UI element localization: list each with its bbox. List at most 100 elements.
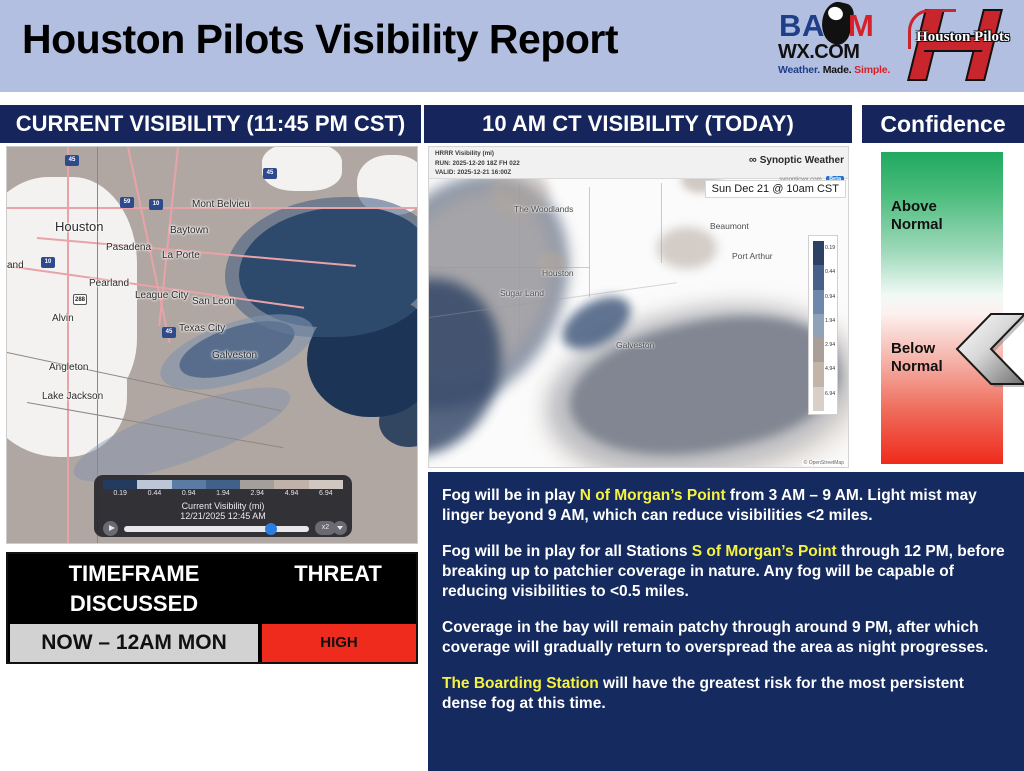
confidence-header: Confidence — [862, 105, 1024, 143]
discussion-text: Fog will be in play for all Stations — [442, 543, 692, 560]
hrrr-colorbar-segment — [813, 289, 824, 314]
colorbar-tick-label: 0.94 — [181, 490, 196, 497]
timeframe-threat-table: TIMEFRAME DISCUSSED THREAT NOW – 12AM MO… — [6, 552, 418, 664]
map-city-label: Galveston — [212, 350, 258, 361]
hrrr-city-label: Galveston — [616, 340, 655, 350]
hrrr-colorbar: 0.19 0.44 0.94 1.94 2.94 4.94 6.94 — [808, 235, 838, 415]
hrrr-colorbar-strip — [813, 241, 824, 411]
map-road-i10 — [7, 207, 417, 209]
threat-column-header: THREAT — [294, 561, 382, 586]
synoptic-brand-name: Synoptic Weather — [759, 155, 844, 166]
tagline-simple: Simple. — [851, 64, 891, 76]
playback-speed-button[interactable]: x2 — [315, 521, 336, 535]
hrrr-valid-info: VALID: 2025-12-21 16:00Z — [435, 169, 512, 176]
hrrr-boundary-3 — [661, 183, 662, 263]
timeframe-header-line2: DISCUSSED — [69, 591, 199, 616]
player-timestamp: 12/21/2025 12:45 AM — [180, 511, 266, 521]
highway-shield-icon: 288 — [73, 294, 87, 305]
hrrr-colorbar-tick-label: 0.44 — [825, 269, 836, 276]
page-title: Houston Pilots Visibility Report — [22, 16, 619, 62]
houston-pilots-text: Houston Pilots — [916, 29, 1010, 45]
bamwx-letter-m: M — [848, 8, 874, 43]
discussion-highlight: The Boarding Station — [442, 675, 599, 692]
highway-shield-icon: 10 — [41, 257, 55, 268]
hrrr-colorbar-segment — [813, 241, 824, 266]
hrrr-colorbar-segment — [813, 362, 824, 387]
bamwx-tagline: Weather. Made. Simple. — [778, 64, 896, 76]
hp-swoosh-icon — [908, 9, 956, 49]
colorbar-tick-label: 6.94 — [319, 490, 333, 497]
table-header-row: TIMEFRAME DISCUSSED THREAT — [8, 554, 416, 622]
highway-shield-icon: 10 — [149, 199, 163, 210]
highway-shield-icon: 45 — [162, 327, 176, 338]
map-city-label: La Porte — [162, 250, 200, 261]
map-road-minor-3 — [97, 147, 98, 543]
highway-shield-icon: 45 — [263, 168, 277, 179]
map-city-label: and — [7, 260, 24, 271]
hrrr-metadata: HRRR Visibility (mi) RUN: 2025-12-20 18Z… — [435, 149, 520, 178]
colorbar-tick-label: 0.19 — [113, 490, 127, 497]
map-city-label: Houston — [55, 219, 104, 234]
above-line1: Above — [891, 198, 937, 215]
tagline-weather: Weather. — [778, 64, 820, 76]
hrrr-boundary-4 — [519, 183, 520, 343]
hrrr-colorbar-labels: 0.19 0.44 0.94 1.94 2.94 4.94 6.94 — [825, 241, 839, 411]
highway-shield-icon: 59 — [120, 197, 134, 208]
discussion-text: from 3 AM – 9 AM. Light mist may linger … — [442, 487, 977, 524]
map-road-i45 — [67, 147, 69, 543]
play-icon[interactable] — [103, 521, 118, 536]
timeframe-value-cell: NOW – 12AM MON — [10, 624, 258, 662]
colorbar-tick-label: 2.94 — [250, 490, 265, 497]
visibility-colorbar — [103, 480, 343, 489]
osm-attribution: © OpenStreetMap — [801, 460, 846, 466]
colorbar-segment — [240, 480, 275, 489]
discussion-text: will have the greatest risk for the most… — [442, 675, 964, 712]
bamwx-domain: WX.COM — [778, 41, 860, 63]
hrrr-colorbar-tick-label: 0.94 — [825, 293, 836, 300]
hrrr-city-label: Sugar Land — [500, 288, 544, 298]
forecast-visibility-header: 10 AM CT VISIBILITY (TODAY) — [424, 105, 852, 143]
threat-value-cell: HIGH — [262, 624, 416, 662]
below-line1: Below — [891, 340, 936, 357]
hrrr-colorbar-tick-label: 4.94 — [825, 366, 836, 373]
confidence-above-normal-label: Above Normal — [891, 198, 943, 234]
current-visibility-map[interactable]: Houston Pasadena La Porte Baytown Mont Belvi… — [6, 146, 418, 544]
colorbar-segment — [137, 480, 172, 489]
hrrr-city-label: Houston — [542, 268, 574, 278]
map-city-label: Baytown — [170, 225, 209, 236]
hrrr-boundary-2 — [589, 187, 590, 297]
bamwx-wordmark: B A M — [778, 0, 896, 47]
visibility-colorbar-ticks: 0.19 0.44 0.94 1.94 2.94 4.94 6.94 — [103, 490, 343, 501]
hrrr-colorbar-segment — [813, 386, 824, 411]
hrrr-colorbar-segment — [813, 338, 824, 363]
hrrr-city-label: Beaumont — [710, 221, 749, 231]
map-city-label: Alvin — [52, 313, 74, 324]
hrrr-fog-gulf-outer — [526, 270, 848, 467]
chevron-down-icon[interactable] — [333, 521, 347, 535]
confidence-gradient-scale: Above Normal Below Normal — [881, 152, 1003, 464]
hrrr-visibility-map[interactable]: HRRR Visibility (mi) RUN: 2025-12-20 18Z… — [428, 146, 849, 468]
bamwx-logo: B A M WX.COM Weather. Made. Simple. — [778, 0, 896, 81]
houston-pilots-logo: Houston Pilots — [906, 7, 1016, 83]
colorbar-segment — [103, 480, 138, 489]
discussion-text: through 12 PM, before breaking up to pat… — [442, 543, 1005, 600]
map-city-label: League City — [135, 290, 189, 301]
visibility-animation-player[interactable]: 0.19 0.44 0.94 1.94 2.94 4.94 6.94 Current Vis… — [94, 475, 352, 537]
discussion-paragraph: Fog will be in play N of Morgan’s Point … — [442, 486, 1010, 526]
discussion-paragraph: Coverage in the bay will remain patchy t… — [442, 618, 1010, 658]
discussion-highlight: S of Morgan’s Point — [691, 543, 837, 560]
map-city-label: Mont Belvieu — [192, 199, 250, 210]
current-visibility-header: CURRENT VISIBILITY (11:45 PM CST) — [0, 105, 421, 143]
timeline-slider-knob[interactable] — [265, 523, 277, 535]
discussion-text: Fog will be in play — [442, 487, 580, 504]
timeline-slider[interactable] — [124, 526, 309, 532]
infinity-icon: ∞ — [748, 154, 757, 166]
forecast-discussion-panel: Fog will be in play N of Morgan’s Point … — [428, 472, 1024, 771]
hrrr-valid-timestamp: Sun Dec 21 @ 10am CST — [704, 180, 846, 198]
colorbar-tick-label: 4.94 — [284, 490, 299, 497]
hrrr-city-label: The Woodlands — [514, 204, 574, 214]
below-line2: Normal — [891, 358, 943, 375]
tagline-made: Made. — [819, 64, 852, 76]
timeframe-column-header: TIMEFRAME DISCUSSED — [8, 554, 260, 622]
hrrr-product-name: HRRR Visibility (mi) — [435, 150, 495, 157]
